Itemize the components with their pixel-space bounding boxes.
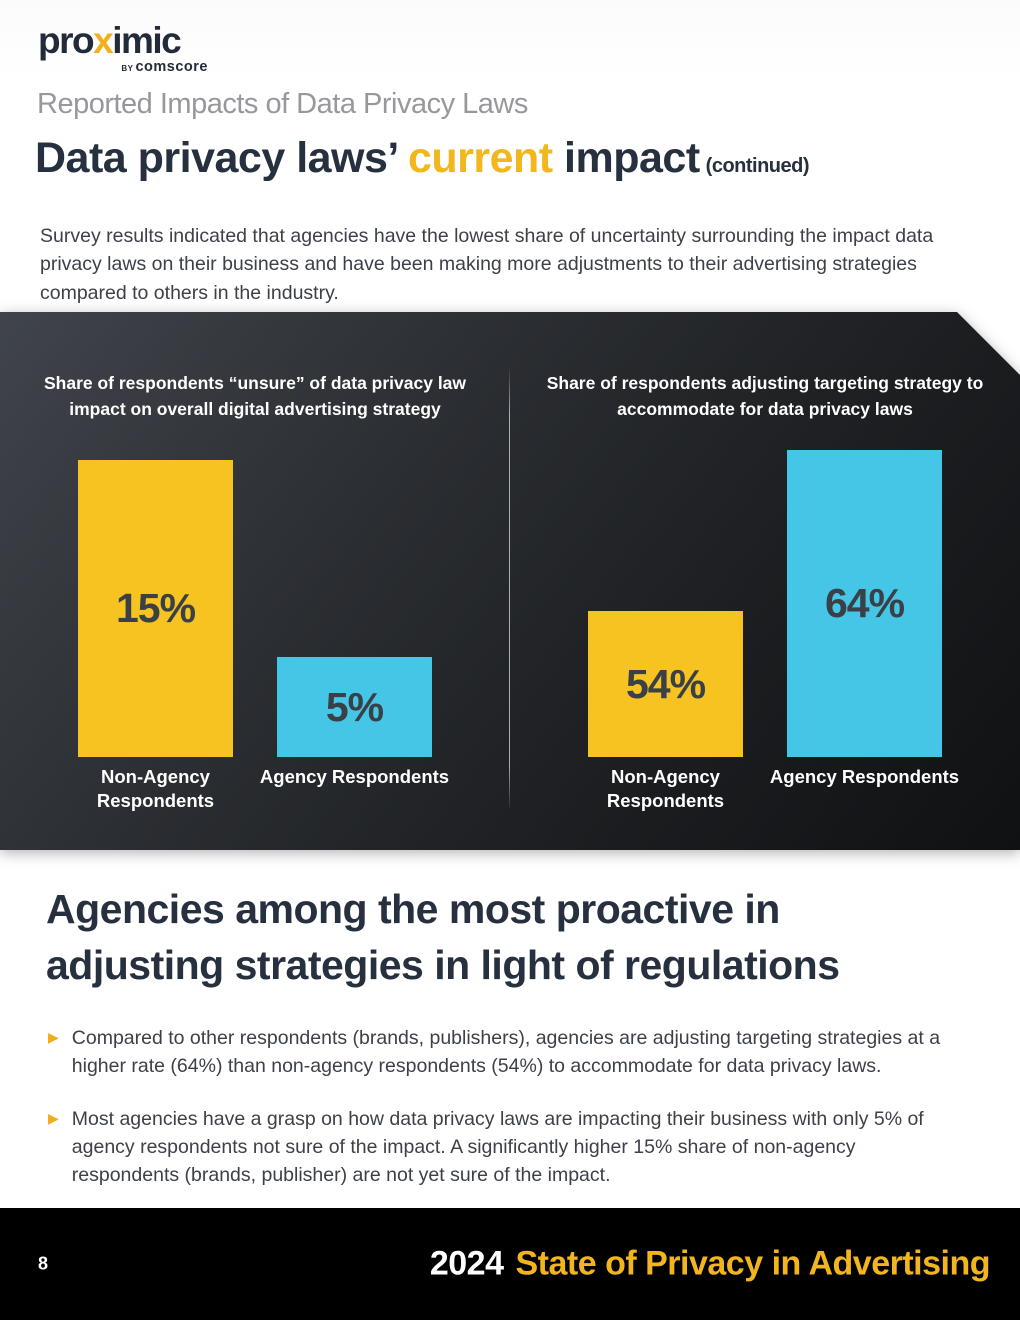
bar-category-label: Non-Agency Respondents	[606, 766, 725, 812]
bullet-text: Most agencies have a grasp on how data p…	[71, 1108, 924, 1187]
footer-report-name: State of Privacy in Advertising	[515, 1244, 991, 1283]
bar-agency-unsure: 5%	[277, 657, 432, 757]
page-title: Data privacy laws’ current impact (contin…	[35, 134, 810, 183]
chart-panel-wrapper: Share of respondents “unsure” of data pr…	[0, 312, 1020, 850]
chart-adjusting-share: Share of respondents adjusting targeting…	[510, 312, 1020, 850]
proximic-logo: proximic BY comscore	[38, 22, 208, 75]
title-continued-note: (continued)	[705, 155, 810, 177]
chart-unsure-title: Share of respondents “unsure” of data pr…	[43, 373, 467, 420]
bar-agency-adjusting: 64%	[787, 450, 942, 757]
bar-nonagency-unsure: 15%	[78, 460, 233, 757]
bar-category-label: Agency Respondents	[259, 766, 450, 787]
logo-x-glyph: x	[93, 20, 114, 61]
section-eyebrow: Reported Impacts of Data Privacy Laws	[37, 88, 528, 120]
logo-wordmark: proximic	[38, 22, 208, 59]
bar-nonagency-adjusting: 54%	[588, 611, 743, 757]
chart-unsure-share: Share of respondents “unsure” of data pr…	[0, 312, 510, 850]
footer-year: 2024	[429, 1244, 504, 1283]
logo-text-post: imic	[112, 20, 182, 61]
bar-value-label: 5%	[325, 683, 384, 730]
title-after: impact	[552, 134, 700, 182]
triangle-bullet-icon: ▶	[48, 1110, 59, 1127]
bar-value-label: 15%	[115, 585, 196, 631]
triangle-bullet-icon: ▶	[48, 1029, 59, 1045]
logo-byline: BY comscore	[38, 60, 208, 75]
page-number: 8	[38, 1253, 49, 1274]
footer-report-title: 2024 State of Privacy in Advertising	[429, 1244, 991, 1284]
chart-divider-line	[509, 370, 510, 808]
bar-category-label: Agency Respondents	[769, 766, 960, 787]
bar-category-label: Non-Agency Respondents	[96, 766, 215, 812]
insight-bullets: ▶ Compared to other respondents (brands,…	[48, 1024, 963, 1214]
logo-by-label: BY	[121, 64, 134, 73]
bar-value-label: 64%	[824, 580, 905, 626]
title-before: Data privacy laws’	[35, 134, 408, 182]
chart-adjusting-title: Share of respondents adjusting targeting…	[546, 373, 984, 420]
bullet-item: ▶ Most agencies have a grasp on how data…	[48, 1105, 963, 1189]
bar-value-label: 54%	[625, 660, 706, 707]
logo-comscore-label: comscore	[135, 59, 208, 75]
intro-paragraph: Survey results indicated that agencies h…	[40, 225, 934, 304]
bullet-item: ▶ Compared to other respondents (brands,…	[48, 1024, 963, 1080]
title-highlight: current	[407, 134, 553, 182]
chart-panel: Share of respondents “unsure” of data pr…	[0, 312, 1020, 850]
logo-text-pre: pro	[38, 20, 95, 61]
bullet-text: Compared to other respondents (brands, p…	[71, 1027, 941, 1078]
insight-heading: Agencies among the most proactive in adj…	[46, 886, 840, 988]
footer-bar: 8 2024 State of Privacy in Advertising	[0, 1208, 1020, 1320]
